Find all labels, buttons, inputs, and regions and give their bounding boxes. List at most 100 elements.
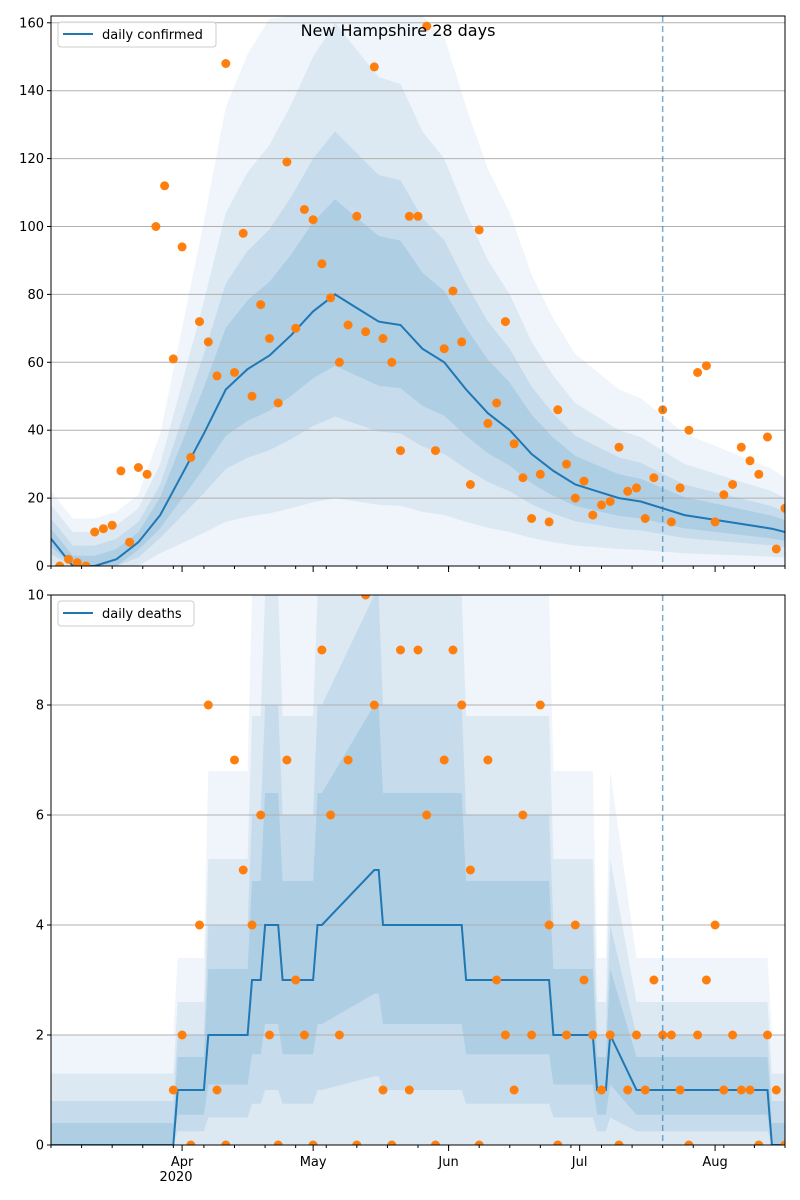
data-point bbox=[605, 1030, 615, 1040]
legend-label-deaths: daily deaths bbox=[102, 607, 182, 622]
data-point bbox=[203, 700, 213, 710]
data-point bbox=[614, 1140, 624, 1145]
data-point bbox=[500, 317, 510, 327]
data-point bbox=[474, 225, 484, 235]
y-tick-label: 80 bbox=[27, 288, 44, 303]
data-point bbox=[256, 810, 266, 820]
data-point bbox=[754, 469, 764, 479]
data-point bbox=[195, 920, 204, 930]
data-point bbox=[291, 323, 301, 333]
data-point bbox=[623, 1085, 633, 1095]
uncertainty-band bbox=[51, 595, 785, 1145]
data-point bbox=[640, 514, 650, 523]
series-line bbox=[51, 293, 785, 566]
data-point bbox=[483, 755, 493, 765]
x-tick-label: Jun bbox=[437, 1155, 458, 1170]
confirmed-panel: 0 20 40 60 80 100 120 140 160 daily confirmed Ne… bbox=[19, 15, 786, 575]
y-tick-label: 20 bbox=[27, 492, 44, 507]
data-point bbox=[396, 446, 405, 456]
data-point bbox=[771, 544, 781, 554]
data-point bbox=[404, 211, 414, 221]
y-tick-label: 0 bbox=[36, 1139, 44, 1154]
data-point bbox=[605, 497, 615, 506]
data-point bbox=[186, 1140, 196, 1145]
data-point bbox=[343, 320, 353, 330]
data-point bbox=[728, 1030, 738, 1040]
data-point bbox=[160, 181, 170, 191]
data-point bbox=[142, 469, 152, 479]
data-point bbox=[361, 595, 371, 600]
data-point bbox=[221, 1140, 231, 1145]
data-point bbox=[326, 810, 336, 820]
data-point bbox=[675, 483, 685, 493]
y-tick-label: 8 bbox=[36, 699, 44, 714]
data-point bbox=[780, 1140, 785, 1145]
data-point bbox=[701, 361, 711, 371]
data-point bbox=[247, 920, 257, 930]
data-point bbox=[736, 442, 746, 452]
data-point bbox=[404, 1085, 414, 1095]
data-point bbox=[527, 514, 537, 523]
data-point bbox=[168, 1085, 178, 1095]
data-point bbox=[55, 561, 65, 566]
data-point bbox=[273, 398, 283, 408]
data-point bbox=[439, 344, 449, 354]
y-tick-label: 100 bbox=[19, 220, 44, 235]
data-point bbox=[518, 473, 528, 483]
data-point bbox=[588, 510, 598, 520]
data-point bbox=[238, 228, 248, 238]
data-point bbox=[387, 357, 397, 367]
data-point bbox=[308, 215, 318, 225]
data-point bbox=[535, 469, 545, 479]
data-point bbox=[238, 865, 248, 875]
data-point bbox=[352, 1140, 362, 1145]
uncertainty-band bbox=[51, 16, 785, 566]
data-point bbox=[579, 476, 589, 486]
data-point bbox=[701, 975, 711, 985]
data-point bbox=[151, 222, 161, 231]
data-point bbox=[247, 391, 257, 401]
data-point bbox=[334, 1030, 344, 1040]
data-point bbox=[265, 1030, 274, 1040]
data-point bbox=[457, 337, 467, 347]
legend-box bbox=[57, 600, 195, 627]
data-point bbox=[562, 459, 571, 469]
data-point bbox=[465, 865, 475, 875]
data-point bbox=[212, 1085, 222, 1095]
chart-title: New Hampshire 28 days bbox=[301, 21, 496, 40]
x-tick-label: May bbox=[300, 1155, 327, 1170]
data-point bbox=[378, 334, 388, 343]
data-point bbox=[632, 483, 641, 493]
uncertainty-band bbox=[51, 199, 785, 566]
data-point bbox=[90, 527, 100, 537]
data-point bbox=[509, 1085, 519, 1095]
y-tick-label: 4 bbox=[36, 919, 44, 934]
data-point bbox=[693, 368, 703, 377]
x-tick-label: Aug bbox=[702, 1155, 727, 1170]
data-point bbox=[326, 293, 336, 303]
y-tick-label: 60 bbox=[27, 356, 44, 371]
data-point bbox=[649, 473, 659, 483]
data-point bbox=[177, 242, 187, 252]
x-tick-label: Apr bbox=[171, 1155, 194, 1170]
data-point bbox=[544, 920, 554, 930]
data-point bbox=[413, 211, 423, 221]
data-point bbox=[378, 1085, 388, 1095]
y-tick-label: 6 bbox=[36, 809, 44, 824]
confirmed-points-layer bbox=[55, 21, 785, 566]
data-point bbox=[728, 480, 738, 489]
data-point bbox=[666, 517, 676, 527]
data-point bbox=[299, 1030, 309, 1040]
data-point bbox=[422, 810, 432, 820]
data-point bbox=[133, 463, 143, 472]
data-point bbox=[177, 1030, 187, 1040]
data-point bbox=[492, 398, 502, 408]
data-point bbox=[98, 524, 108, 534]
data-point bbox=[666, 1030, 676, 1040]
data-point bbox=[553, 1140, 563, 1145]
data-point bbox=[614, 442, 624, 452]
data-point bbox=[597, 500, 606, 510]
data-point bbox=[282, 157, 292, 167]
data-point bbox=[448, 645, 458, 655]
